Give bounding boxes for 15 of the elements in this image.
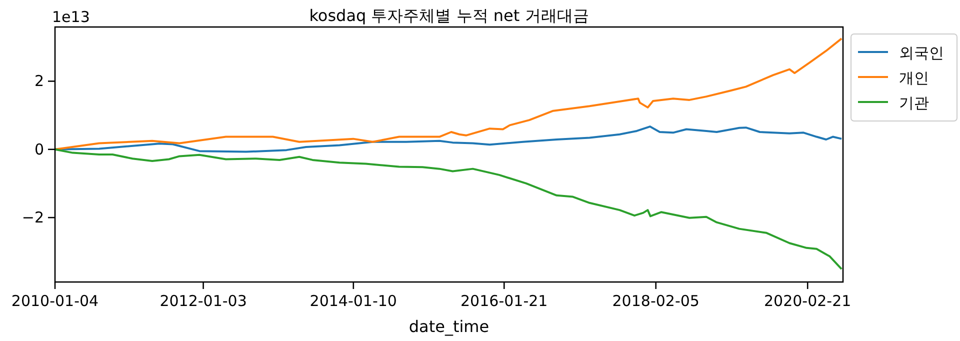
legend-label: 기관 — [899, 94, 929, 112]
x-axis-title: date_time — [408, 317, 490, 336]
x-tick-label: 2020-02-21 — [764, 292, 852, 310]
x-tick-label: 2010-01-04 — [11, 292, 99, 310]
x-tick-label: 2014-01-10 — [310, 292, 397, 310]
y-tick-label: 2 — [34, 72, 44, 90]
x-tick-label: 2012-01-03 — [160, 292, 247, 310]
text: 1e13 — [52, 8, 90, 26]
y-tick-label: −2 — [22, 208, 44, 227]
legend-label: 외국인 — [899, 44, 944, 62]
y-tick-label: 0 — [34, 140, 44, 158]
x-tick-label: 2016-01-21 — [460, 292, 548, 310]
legend-label: 개인 — [899, 69, 929, 87]
chart-title: kosdaq 투자주체별 누적 net 거래대금 — [309, 6, 589, 25]
x-tick-label: 2018-02-05 — [612, 292, 700, 310]
